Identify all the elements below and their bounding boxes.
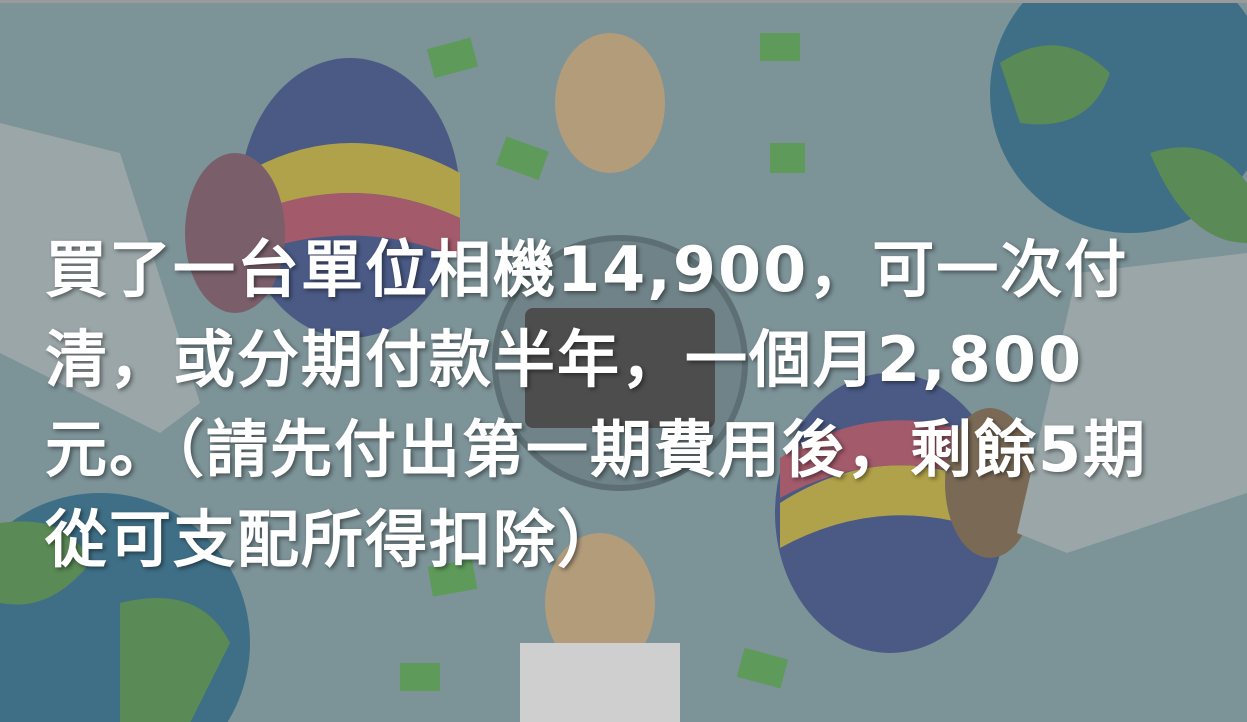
background-illustration: [0, 3, 1247, 722]
caption-text: 買了一台單位相機14,900，可一次付清，或分期付款半年，一個月2,800元。（…: [45, 233, 1148, 576]
